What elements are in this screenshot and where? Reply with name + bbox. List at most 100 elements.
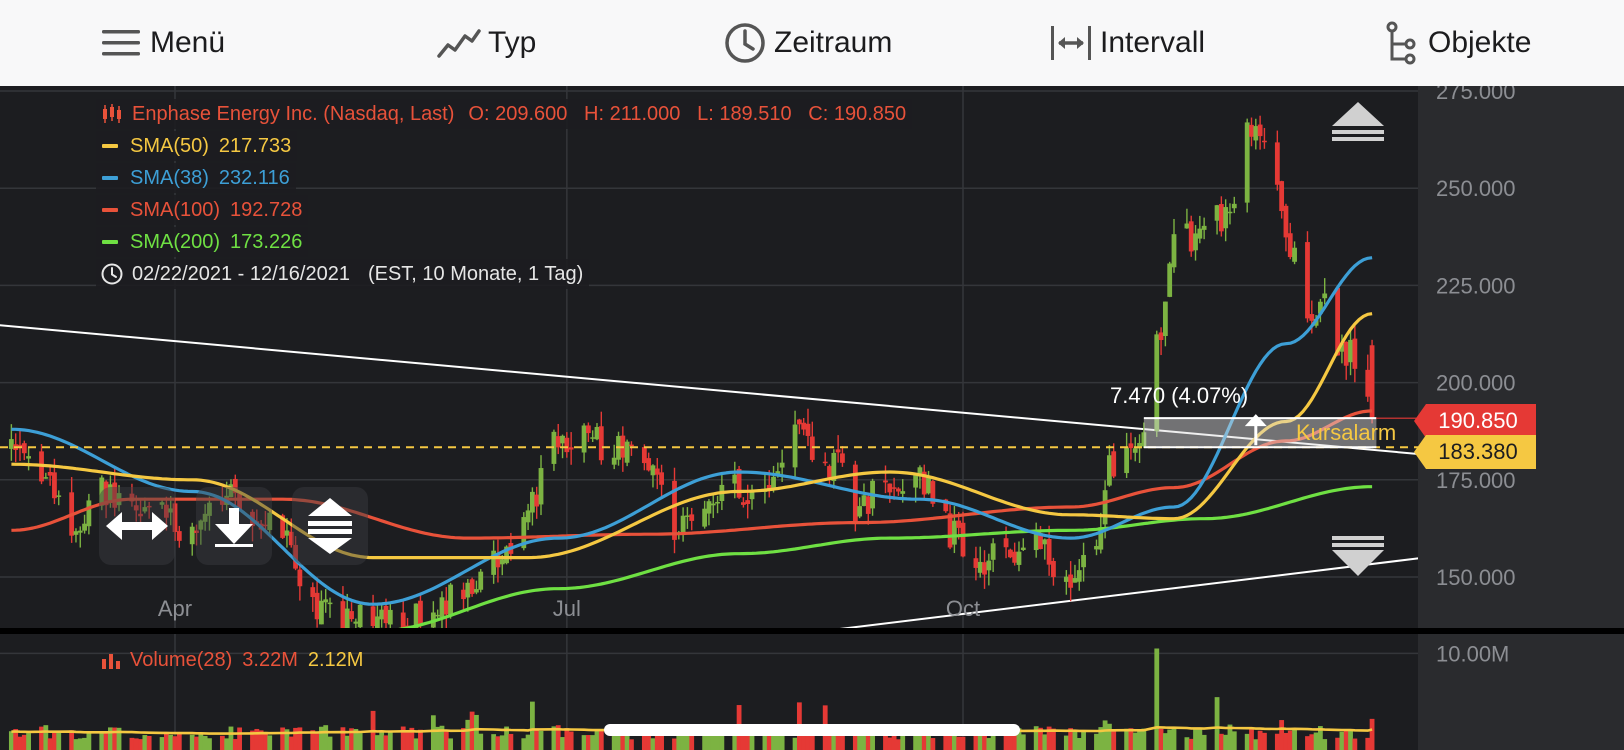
volume-bar	[228, 726, 234, 750]
volume-bar	[8, 731, 14, 750]
candle-body	[1339, 343, 1345, 352]
scroll-down-button[interactable]	[196, 487, 272, 565]
legend-title-row[interactable]: Enphase Energy Inc. (Nasdaq, Last) O: 20…	[96, 99, 913, 129]
candle-body	[529, 491, 535, 513]
candle-body	[499, 559, 505, 565]
volume-bar	[17, 736, 23, 750]
candle-body	[732, 474, 738, 484]
candle-body	[1007, 549, 1013, 558]
alarm-price-tag[interactable]: 183.380	[1414, 435, 1536, 469]
candle-body	[943, 499, 949, 512]
objects-button[interactable]: Objekte	[1382, 0, 1531, 86]
candle-body	[990, 543, 996, 560]
symbol-title: Enphase Energy Inc. (Nasdaq, Last)	[132, 102, 455, 125]
volume-bar	[293, 727, 298, 750]
volume-bar	[801, 731, 807, 750]
type-button[interactable]: Typ	[436, 0, 536, 86]
candle-body	[986, 560, 992, 571]
price-alarm-label[interactable]: Kursalarm	[1296, 420, 1397, 445]
candle-body	[176, 531, 182, 541]
candle-body	[146, 505, 152, 508]
volume-bar	[77, 738, 83, 750]
menu-label: Menü	[150, 26, 226, 59]
candle-body	[21, 443, 27, 454]
volume-bar	[435, 726, 441, 750]
candle-body	[1352, 338, 1358, 369]
volume-bar	[710, 730, 716, 750]
measure-label: 7.470 (4.07%)	[1110, 383, 1249, 408]
trendline	[0, 324, 1418, 455]
volume-bar	[69, 730, 75, 750]
volume-bar	[314, 731, 320, 750]
candle-body	[1335, 287, 1341, 356]
volume-bar	[947, 727, 953, 750]
zoom-vertical-button[interactable]	[292, 487, 368, 565]
volume-bar	[357, 733, 363, 750]
legend-range[interactable]: 02/22/2021 - 12/16/2021 (EST, 10 Monate,…	[96, 259, 590, 289]
candle-body	[439, 597, 445, 618]
candle-body	[629, 444, 634, 447]
interval-button[interactable]: Intervall	[1048, 0, 1205, 86]
legend-sma200[interactable]: SMA(200) 173.226	[96, 227, 309, 257]
volume-bar	[263, 731, 268, 750]
volume-bar	[771, 732, 776, 750]
scroll-up-button[interactable]	[1328, 100, 1388, 149]
candle-body	[831, 452, 837, 482]
volume-bar	[379, 730, 385, 750]
volume-bar	[1369, 718, 1375, 750]
candle-body	[689, 514, 695, 521]
legend-sma50[interactable]: SMA(50) 217.733	[96, 131, 298, 161]
candle-body	[641, 447, 647, 464]
candle-body	[745, 500, 751, 504]
volume-bar	[327, 736, 333, 750]
volume-bar	[568, 731, 574, 750]
candle-body	[86, 500, 92, 527]
candle-body	[1063, 576, 1069, 582]
legend-sma100[interactable]: SMA(100) 192.728	[96, 195, 309, 225]
candle-body	[555, 436, 561, 448]
volume-bar	[861, 730, 867, 750]
volume-bar	[1244, 733, 1250, 750]
pan-horizontal-button[interactable]	[99, 487, 175, 565]
candle-body	[1253, 126, 1259, 141]
chevron-up-icon	[1332, 102, 1384, 141]
candle-body	[77, 530, 83, 533]
volume-bar	[237, 727, 242, 750]
candle-body	[1193, 233, 1198, 251]
candle-body	[525, 510, 531, 523]
volume-bar	[1322, 739, 1328, 750]
volume-bar	[340, 727, 346, 750]
volume-bar	[1292, 728, 1297, 750]
volume-bar	[809, 735, 815, 750]
candle-body	[650, 465, 656, 476]
candle-body	[1274, 142, 1280, 185]
volume-bar	[1003, 729, 1009, 750]
objects-label: Objekte	[1428, 26, 1532, 59]
volume-bar	[349, 728, 354, 750]
volume-bar	[413, 738, 419, 750]
period-button[interactable]: Zeitraum	[722, 0, 892, 86]
volume-bar	[986, 738, 992, 750]
volume-bar	[689, 727, 695, 750]
volume-bar	[1167, 729, 1173, 750]
candle-body	[1322, 293, 1328, 299]
volume-bar	[1063, 735, 1069, 750]
volume-bar	[594, 730, 600, 750]
volume-bar	[310, 730, 316, 750]
volume-bar	[26, 733, 31, 750]
volume-bar	[168, 734, 174, 750]
candle-body	[900, 491, 906, 494]
legend-volume[interactable]: Volume(28) 3.22M 2.12M	[96, 645, 369, 675]
candle-body	[891, 487, 897, 489]
volume-bar	[1020, 734, 1026, 750]
menu-button[interactable]: Menü	[100, 0, 225, 86]
legend-sma38[interactable]: SMA(38) 232.116	[96, 163, 296, 193]
candle-body	[47, 471, 53, 476]
candle-body	[8, 439, 14, 449]
volume-bar	[835, 726, 841, 750]
candle-body	[680, 515, 686, 534]
scroll-down-price-button[interactable]	[1328, 534, 1388, 583]
candle-body	[1158, 332, 1164, 340]
candle-body	[538, 468, 544, 505]
volume-bar	[581, 735, 587, 750]
